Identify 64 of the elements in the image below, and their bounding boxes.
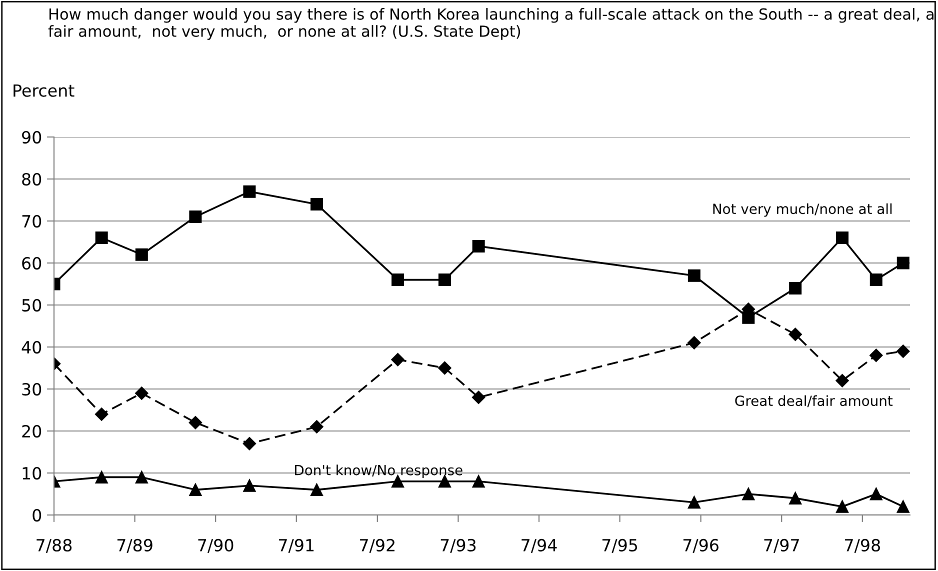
point [896,344,910,358]
x-tick-label: 7/94 [522,538,557,553]
point [472,390,486,404]
point [438,274,451,286]
point [243,479,256,492]
y-tick-label: 30 [22,382,42,396]
x-tick-label: 7/98 [845,538,880,553]
x-tick-label: 7/89 [117,538,152,553]
x-tick-label: 7/90 [198,538,234,553]
x-tick-label: 7/93 [440,538,476,553]
x-tick-label: 7/96 [683,538,718,553]
point [310,420,324,434]
point [189,210,202,224]
point [836,374,849,388]
point [95,470,108,484]
x-tick-label: 7/91 [279,538,314,553]
point [310,198,324,210]
point [870,274,882,286]
point [789,492,802,504]
point [870,488,882,500]
point [310,484,324,496]
y-axis-title: Percent [14,84,74,97]
point [135,248,148,261]
point [242,437,256,450]
series-label: Don't know/No response [295,464,462,478]
point [189,484,202,496]
y-tick-label: 80 [22,172,42,186]
point [836,232,849,244]
point [391,353,404,366]
x-tick-label: 7/97 [764,538,799,553]
point [188,416,202,430]
x-tick-label: 7/92 [360,538,394,553]
chart-title: How much danger would you say there is of North Korea launching a full-scale attack on the South -- a great deal, a fair amount, not very much, or none at all? (U.S. State Dept) [48,8,934,40]
point [870,348,883,362]
point [688,496,700,509]
y-tick-label: 10 [22,466,42,480]
point [135,470,148,484]
text: Great deal/fair amount [735,395,893,408]
x-tick-label: 7/95 [602,538,638,553]
point [742,488,755,500]
point [896,500,910,513]
point [438,361,452,375]
point [789,282,802,294]
point [788,328,802,341]
point [95,408,108,421]
point [243,185,256,198]
y-tick-label: 60 [22,256,42,270]
y-tick-label: 50 [22,298,42,312]
point [472,475,485,488]
y-tick-label: 70 [22,214,42,228]
x-tick-label: 7/88 [36,538,72,553]
point [472,240,485,252]
point [688,336,701,350]
y-tick-label: 0 [32,508,42,522]
point [95,232,108,244]
point [688,269,700,282]
point [836,500,849,513]
text: Not very much/none at all [713,203,892,217]
point [392,274,404,286]
point [896,256,910,270]
point [135,386,148,400]
y-tick-label: 20 [22,424,42,438]
y-tick-label: 90 [22,130,42,144]
y-tick-label: 40 [22,340,42,354]
